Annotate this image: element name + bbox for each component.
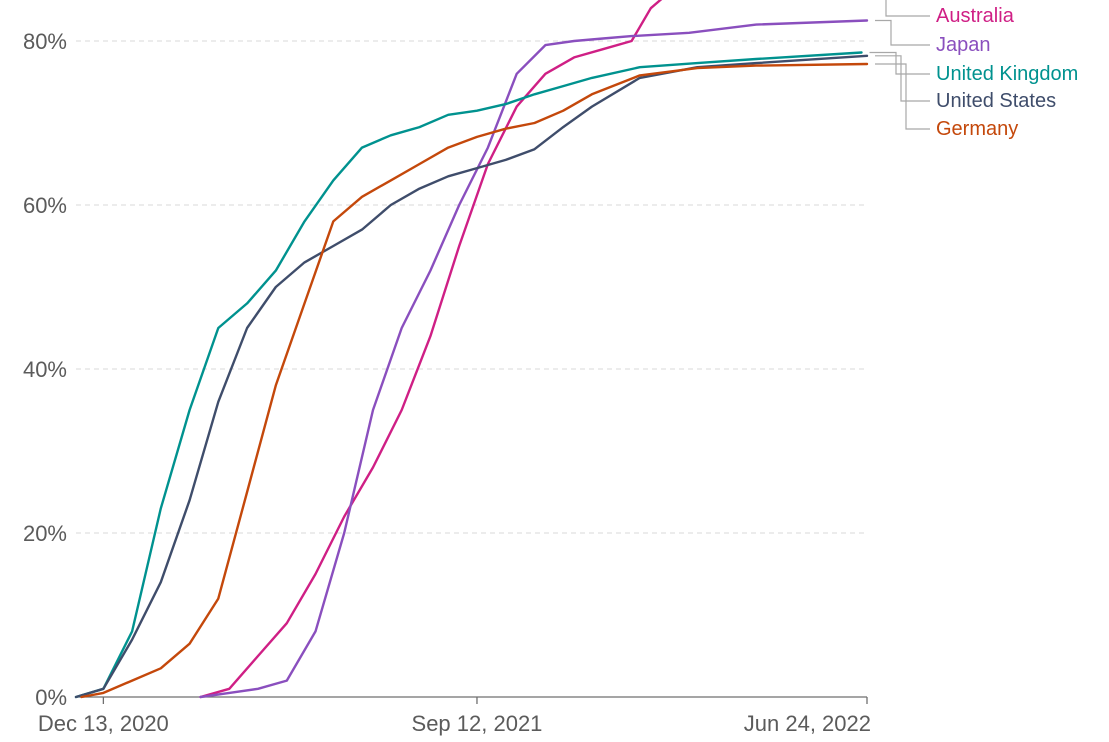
y-tick-label: 0%	[35, 685, 67, 710]
series-line-japan	[199, 19, 869, 699]
legend: Australia Japan United Kingdom United State…	[869, 0, 1078, 140]
legend-label: Japan	[936, 34, 991, 56]
legend-label: Australia	[936, 5, 1015, 27]
y-tick-label: 60%	[23, 193, 67, 218]
y-tick-label: 40%	[23, 357, 67, 382]
legend-connector	[885, 0, 930, 17]
x-axis: Dec 13, 2020 Sep 12, 2021 Jun 24, 2022	[38, 696, 871, 736]
legend-connector	[875, 55, 930, 102]
legend-label: United Kingdom	[936, 63, 1078, 85]
series-line-germany	[80, 62, 869, 699]
legend-connector	[875, 63, 930, 130]
gridlines	[76, 40, 867, 534]
series-line-united-kingdom	[74, 51, 863, 699]
legend-label: Germany	[936, 118, 1018, 140]
legend-connector	[875, 19, 930, 46]
series-line-united-states	[74, 54, 869, 699]
x-tick-label: Jun 24, 2022	[744, 711, 871, 736]
series-line-australia	[199, 0, 663, 699]
y-tick-label: 80%	[23, 29, 67, 54]
y-tick-label: 20%	[23, 521, 67, 546]
series-lines	[74, 0, 869, 699]
legend-label: United States	[936, 90, 1056, 112]
x-tick-label: Dec 13, 2020	[38, 711, 169, 736]
x-tick-label: Sep 12, 2021	[412, 711, 543, 736]
legend-connector	[869, 51, 930, 75]
y-axis-tick-labels: 0% 20% 40% 60% 80%	[23, 29, 67, 710]
